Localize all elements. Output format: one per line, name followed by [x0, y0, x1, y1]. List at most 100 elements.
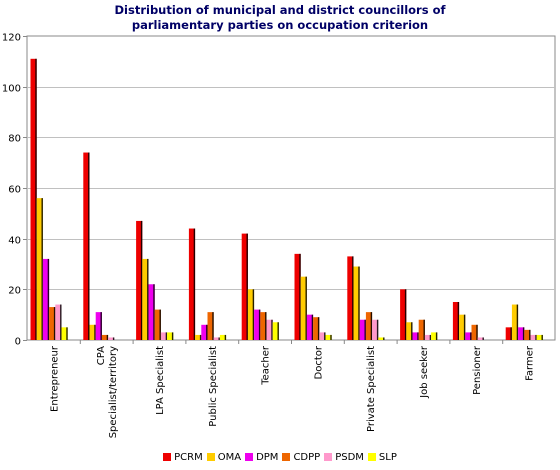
- bar-shadow: [218, 337, 220, 340]
- bar-shadow: [94, 324, 96, 340]
- bar: [49, 307, 56, 340]
- x-tick-label: Specialist/territory: [108, 346, 119, 438]
- bar-shadow: [404, 289, 407, 340]
- bar-shadow: [510, 327, 512, 340]
- bar-shadow: [311, 314, 314, 340]
- bar: [55, 304, 62, 340]
- chart-title-line-2: parliamentary parties on occupation crit…: [131, 18, 429, 32]
- bar: [300, 276, 307, 340]
- legend-swatch: [367, 453, 376, 461]
- chart-title: Distribution of municipal and district c…: [80, 3, 480, 33]
- bar: [247, 289, 255, 340]
- bar: [167, 332, 174, 340]
- bar: [365, 312, 373, 340]
- x-tick-label: Doctor: [313, 345, 324, 379]
- x-tick-label: CPA: [96, 346, 107, 365]
- bar: [61, 327, 68, 340]
- bar-shadow: [171, 332, 174, 340]
- bar: [95, 312, 102, 340]
- bar-shadow: [258, 309, 261, 340]
- y-tick-label: 40: [8, 236, 21, 247]
- bar: [530, 334, 537, 340]
- x-tick-label: Job seeker: [419, 345, 430, 399]
- bar-shadow: [112, 337, 115, 340]
- bar-shadow: [317, 317, 320, 340]
- bar: [36, 198, 43, 340]
- bar-shadow: [66, 327, 68, 340]
- legend-entry: DPM: [245, 452, 278, 463]
- bar-shadow: [246, 233, 248, 340]
- bar: [213, 337, 220, 340]
- bar: [372, 319, 379, 340]
- bar-shadow: [100, 312, 102, 340]
- y-tick-label: 20: [8, 286, 21, 297]
- x-tick-label: Entrepreneur: [49, 345, 60, 412]
- y-tick-label: 80: [8, 134, 21, 145]
- bar-shadow: [265, 312, 267, 340]
- bar-shadow: [457, 302, 460, 340]
- bar: [353, 266, 360, 340]
- bar: [142, 258, 149, 340]
- x-tick-label: Pensioner: [472, 345, 483, 395]
- bar-shadow: [224, 334, 227, 340]
- bar-shadow: [364, 319, 366, 340]
- bar: [241, 233, 248, 340]
- bar: [207, 312, 214, 340]
- y-tick-label: 120: [2, 33, 21, 44]
- legend-swatch: [282, 453, 291, 461]
- bar-shadow: [476, 324, 478, 340]
- bar: [477, 337, 484, 340]
- bar-shadow: [463, 314, 466, 340]
- legend-swatch: [245, 453, 254, 461]
- bar: [219, 334, 227, 340]
- legend-entry: CDPP: [282, 452, 320, 463]
- bar: [201, 324, 208, 340]
- bar-shadow: [535, 334, 537, 340]
- legend-swatch: [324, 453, 333, 461]
- bar-shadow: [429, 334, 432, 340]
- bar: [471, 324, 478, 340]
- chart-title-line-1: Distribution of municipal and district c…: [114, 3, 446, 17]
- bar: [412, 332, 419, 340]
- bar-shadow: [417, 332, 419, 340]
- bar: [108, 337, 115, 340]
- legend-entry: PSDM: [324, 452, 364, 463]
- bar: [518, 327, 525, 340]
- bar-shadow: [193, 228, 196, 340]
- bar: [30, 58, 37, 341]
- bar: [400, 289, 407, 340]
- bar: [136, 220, 143, 340]
- bar-shadow: [271, 319, 273, 340]
- bar: [378, 337, 385, 340]
- bar-shadow: [153, 284, 155, 340]
- bar: [160, 332, 168, 340]
- bar-shadow: [423, 319, 425, 340]
- bar: [101, 334, 109, 340]
- bar-shadow: [352, 256, 354, 340]
- legend-swatch: [163, 453, 172, 461]
- bar-shadow: [383, 337, 385, 340]
- x-tick-label: LPA Specialist: [155, 346, 166, 415]
- legend-entry: PCRM: [163, 452, 203, 463]
- y-tick-label: 0: [15, 337, 21, 348]
- bar: [306, 314, 314, 340]
- bar-shadow: [88, 152, 90, 340]
- bar-shadow: [516, 304, 519, 340]
- bar: [511, 304, 519, 340]
- bar: [406, 322, 413, 340]
- bar: [42, 258, 50, 340]
- bar-shadow: [212, 312, 214, 340]
- bar-shadow: [376, 319, 379, 340]
- bar: [424, 334, 432, 340]
- y-tick-label: 60: [8, 185, 21, 196]
- bar: [188, 228, 196, 340]
- bar: [254, 309, 261, 340]
- legend-swatch: [206, 453, 215, 461]
- legend-label: PSDM: [335, 452, 364, 463]
- legend-entry: OMA: [206, 452, 241, 463]
- legend-entry: SLP: [367, 452, 397, 463]
- bar: [272, 322, 279, 340]
- bar: [260, 312, 267, 340]
- y-tick-label: 100: [2, 84, 21, 95]
